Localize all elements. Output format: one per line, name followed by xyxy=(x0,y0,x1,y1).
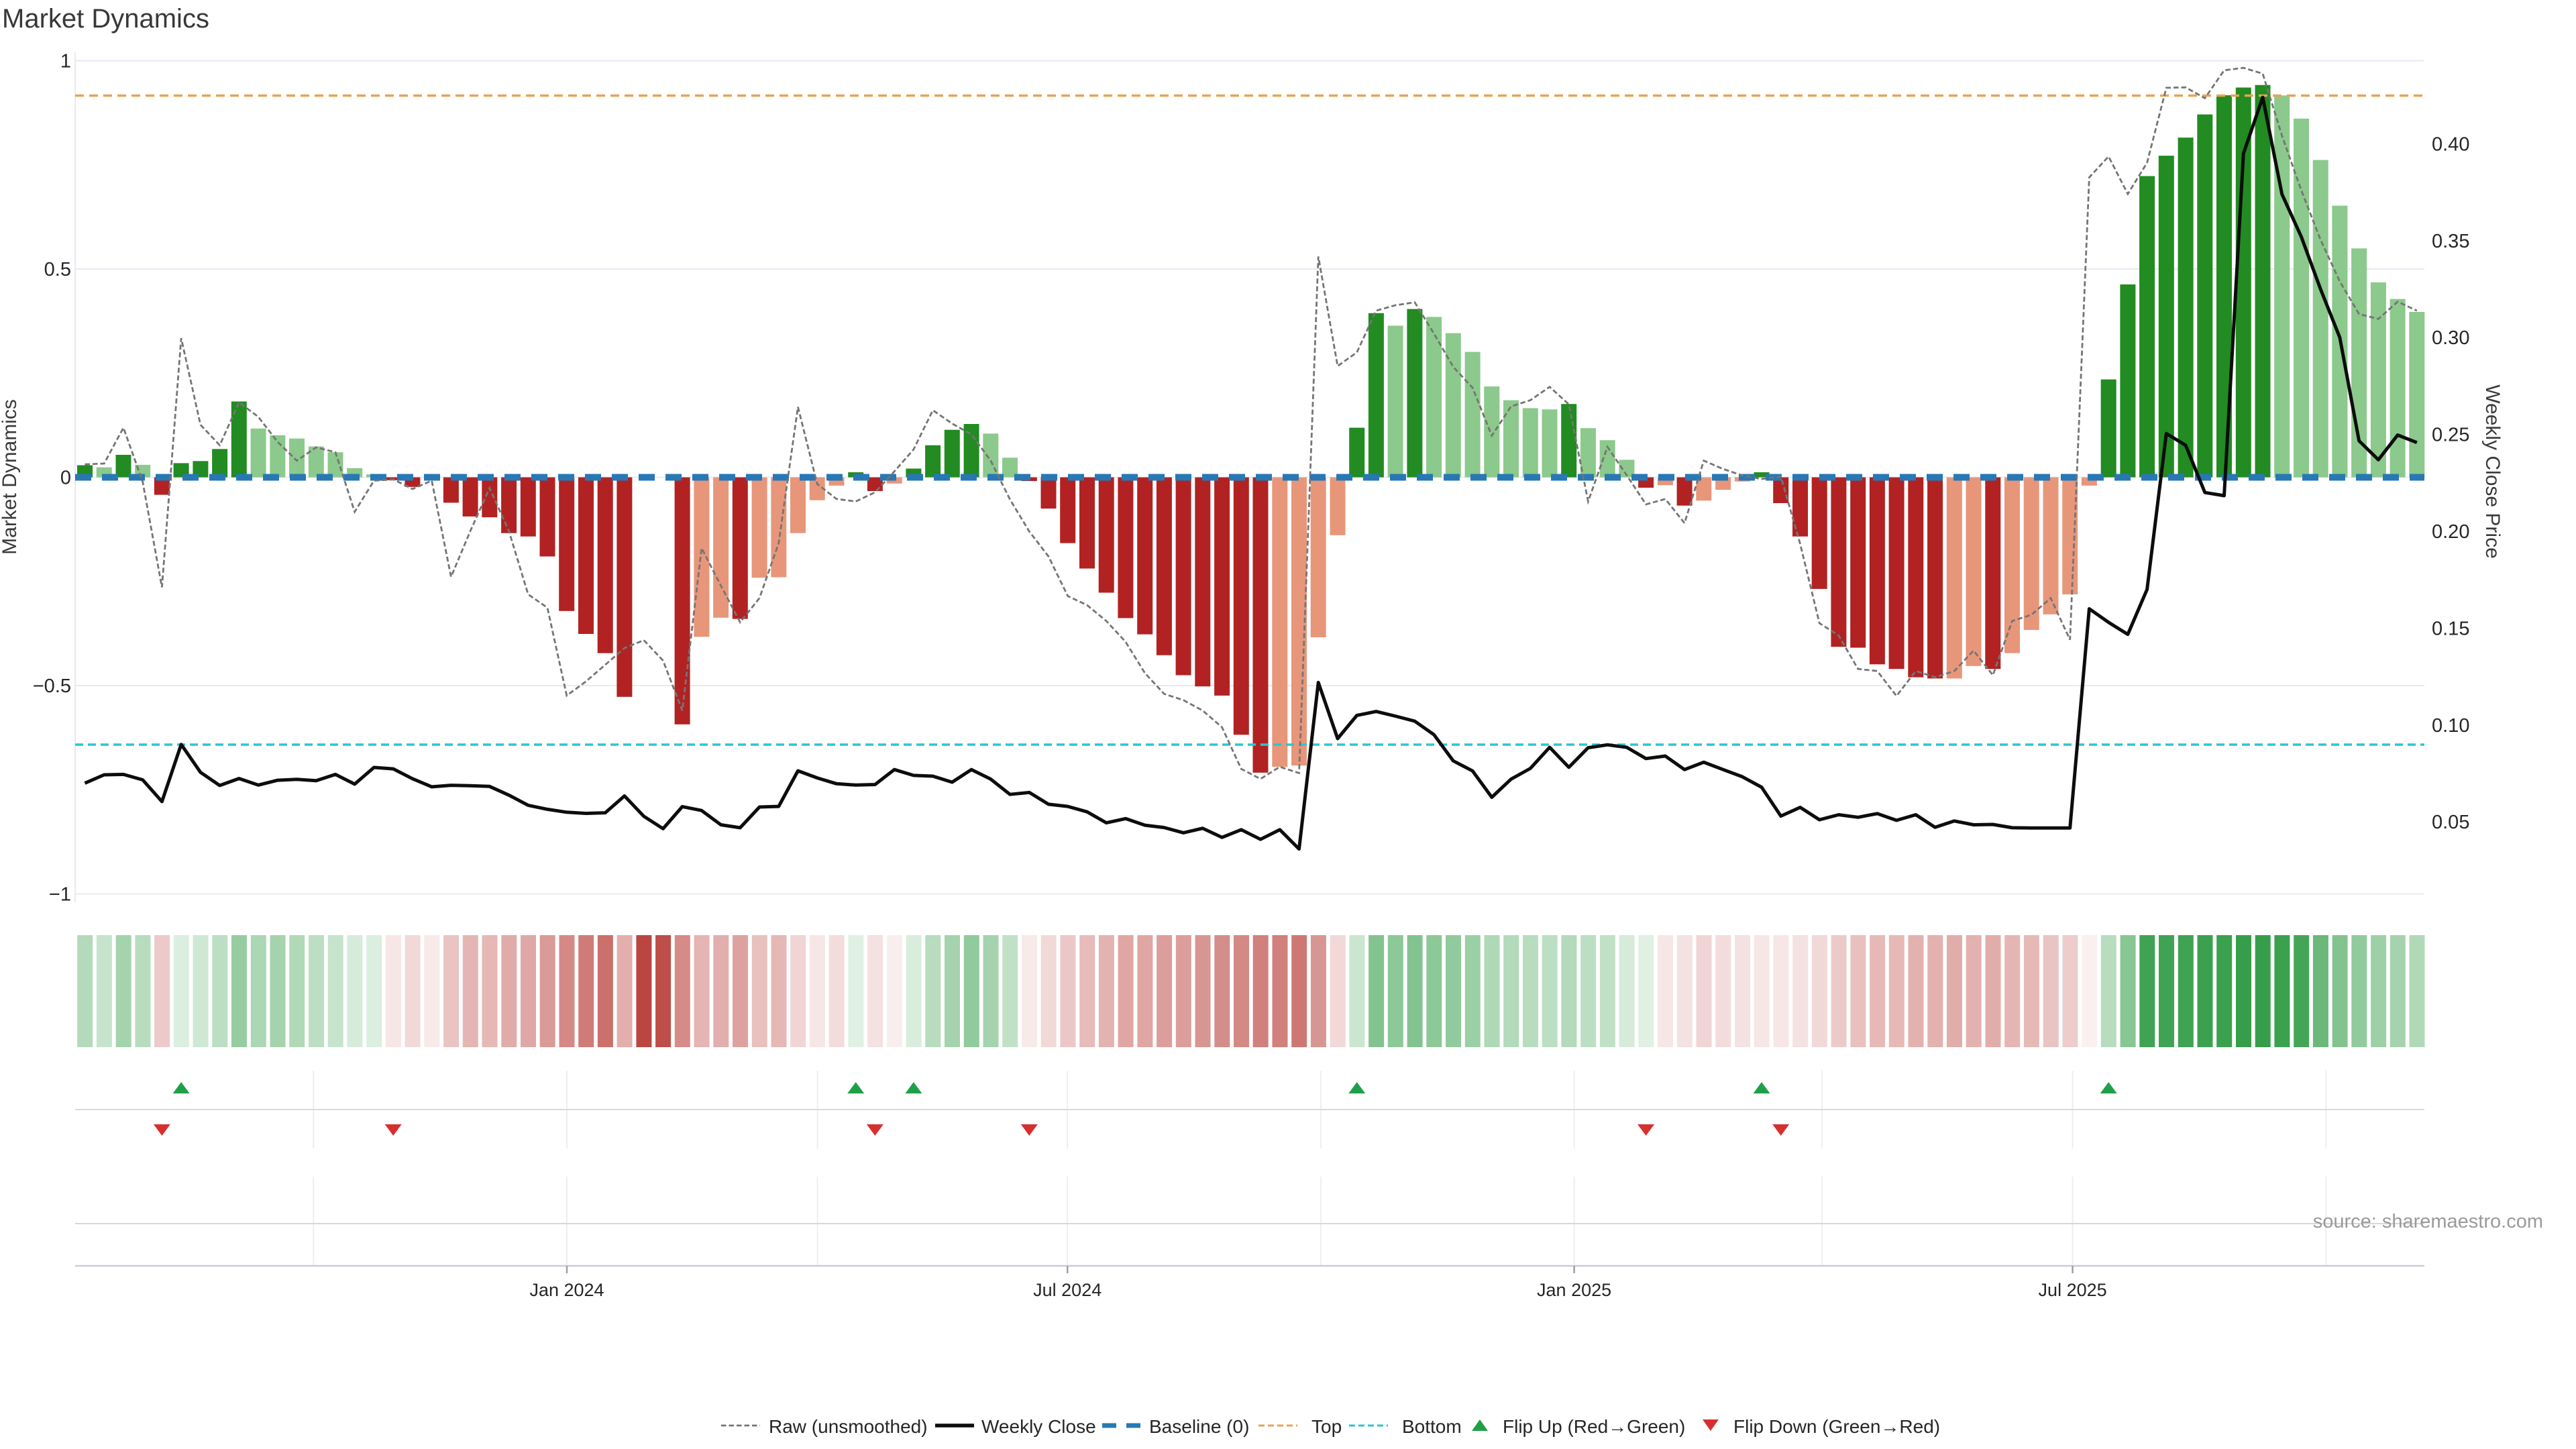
svg-text:−0.5: −0.5 xyxy=(33,676,71,697)
svg-text:−1: −1 xyxy=(49,884,71,906)
svg-text:source: sharemaestro.com: source: sharemaestro.com xyxy=(2313,1211,2543,1232)
svg-text:Jan 2024: Jan 2024 xyxy=(529,1280,604,1300)
svg-text:Jan 2025: Jan 2025 xyxy=(1537,1280,1611,1300)
svg-text:1: 1 xyxy=(60,51,71,72)
svg-text:0.35: 0.35 xyxy=(2432,231,2469,252)
svg-text:0.20: 0.20 xyxy=(2432,521,2469,543)
svg-text:Flip Up (Red→Green): Flip Up (Red→Green) xyxy=(1503,1416,1685,1437)
svg-text:0.30: 0.30 xyxy=(2432,327,2469,349)
svg-text:Weekly Close Price: Weekly Close Price xyxy=(2481,384,2504,559)
svg-text:Bottom: Bottom xyxy=(1402,1416,1462,1437)
svg-text:0.05: 0.05 xyxy=(2432,812,2469,833)
svg-text:Market Dynamics: Market Dynamics xyxy=(0,399,21,555)
svg-text:Raw (unsmoothed): Raw (unsmoothed) xyxy=(769,1416,928,1437)
svg-text:Flip Down (Green→Red): Flip Down (Green→Red) xyxy=(1733,1416,1940,1437)
svg-text:0: 0 xyxy=(60,468,71,489)
svg-text:Weekly Close: Weekly Close xyxy=(981,1416,1096,1437)
svg-text:Top: Top xyxy=(1311,1416,1342,1437)
svg-text:Market Dynamics: Market Dynamics xyxy=(2,4,209,34)
svg-text:0.15: 0.15 xyxy=(2432,618,2469,639)
svg-text:0.25: 0.25 xyxy=(2432,425,2469,446)
svg-text:Jul 2025: Jul 2025 xyxy=(2039,1280,2107,1300)
svg-text:Baseline (0): Baseline (0) xyxy=(1149,1416,1249,1437)
svg-text:0.10: 0.10 xyxy=(2432,715,2469,737)
svg-text:0.5: 0.5 xyxy=(44,259,71,280)
svg-text:0.40: 0.40 xyxy=(2432,133,2469,155)
svg-text:Jul 2024: Jul 2024 xyxy=(1033,1280,1102,1300)
